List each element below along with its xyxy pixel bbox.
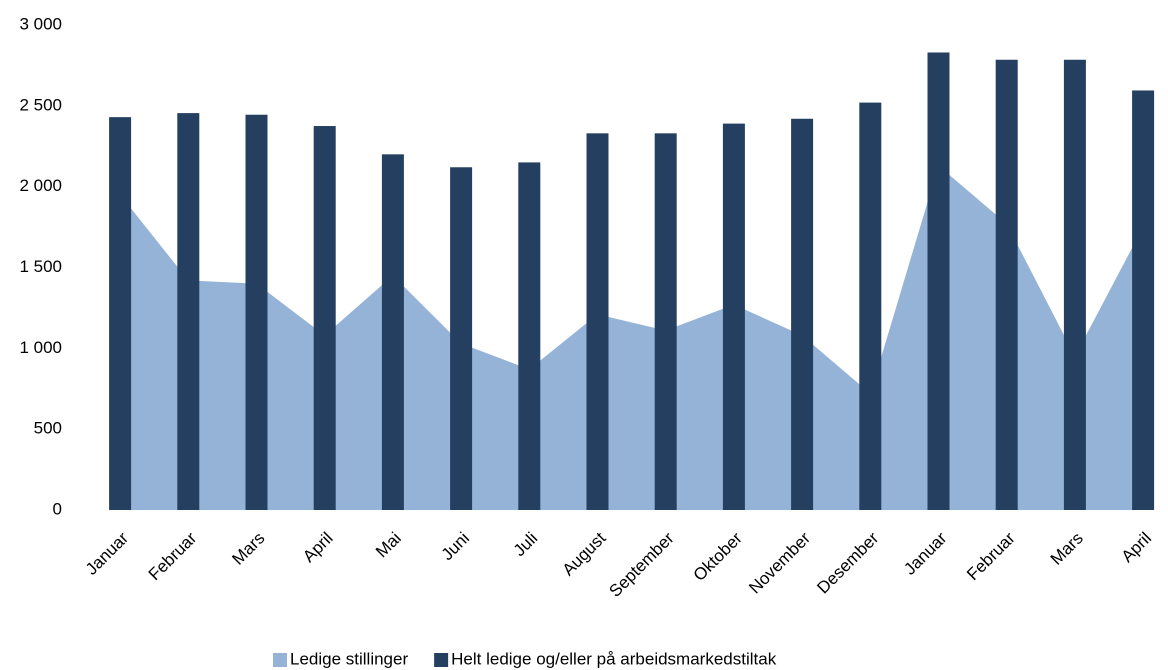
x-tick-label: Januar [82,528,132,578]
x-tick-label: April [299,529,336,566]
y-tick-label: 2 000 [19,176,62,195]
y-tick-label: 500 [34,419,62,438]
legend-swatch [434,653,449,667]
x-tick-label: Juni [438,529,473,564]
bar [381,154,404,511]
legend-swatch [273,653,287,667]
bar [245,114,268,510]
x-tick-label: September [605,528,677,600]
y-tick-label: 1 000 [19,338,62,357]
bar [927,52,950,510]
x-tick-label: Desember [813,528,882,597]
bar [1132,90,1155,510]
bar [313,126,336,511]
x-tick-label: Mars [1047,529,1087,569]
bar [518,162,541,510]
bar [791,118,814,511]
x-tick-label: November [745,528,814,597]
bar [450,167,473,510]
bar [586,133,609,511]
bar [654,133,677,511]
bar [859,102,882,510]
x-tick-label: Oktober [690,528,746,584]
y-tick-label: 1 500 [19,257,62,276]
x-tick-label: August [559,528,610,579]
x-tick-label: Juli [510,529,541,560]
y-tick-label: 2 500 [19,95,62,114]
legend-label: Ledige stillinger [290,649,408,668]
bar [995,59,1018,511]
x-tick-label: Mars [228,529,268,569]
x-tick-label: Februar [963,528,1019,584]
area [120,165,1144,510]
x-tick-label: Mai [372,529,405,562]
x-tick-label: April [1118,529,1155,566]
legend-label: Helt ledige og/eller på arbeidsmarkedsti… [451,649,777,668]
y-tick-label: 3 000 [19,14,62,33]
bar [722,123,745,510]
y-tick-label: 0 [53,499,62,518]
x-tick-label: Februar [145,528,201,584]
x-tick-label: Januar [900,528,950,578]
bar [1063,59,1086,511]
bar [109,117,132,511]
bar [177,113,200,510]
